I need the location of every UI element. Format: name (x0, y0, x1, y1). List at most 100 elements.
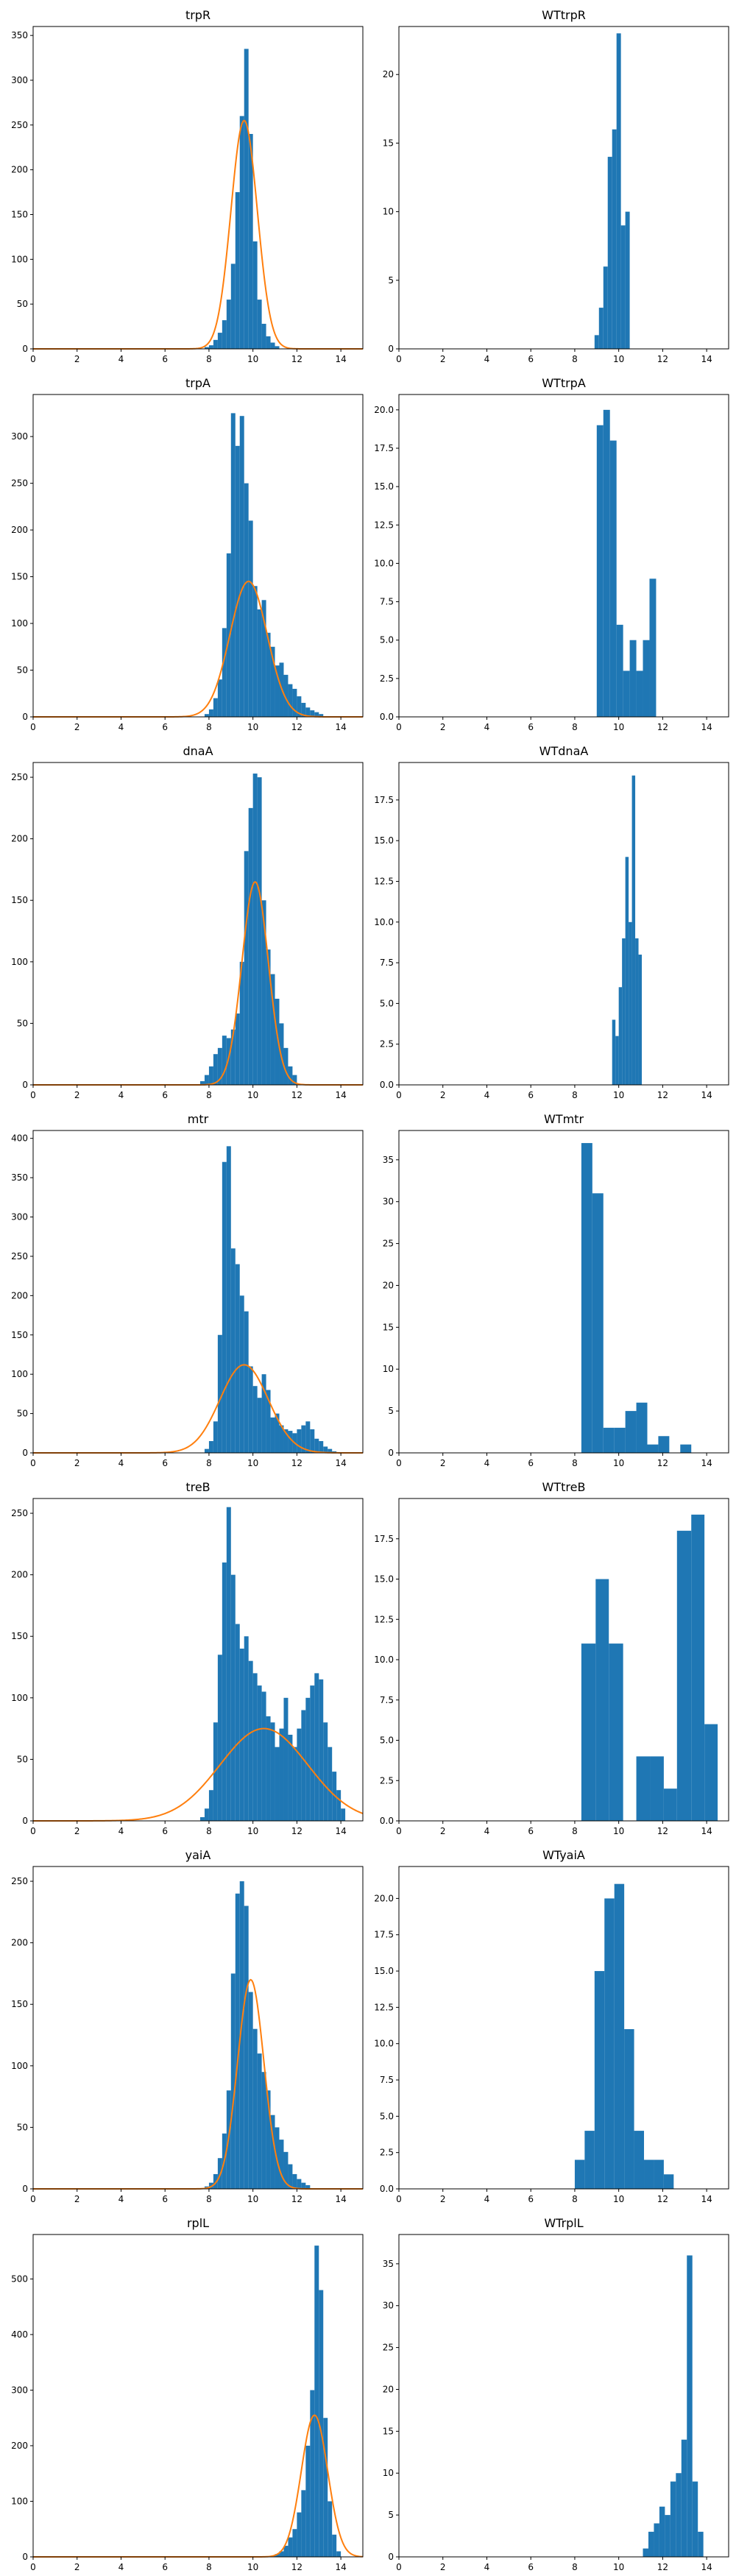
histogram-bar (625, 857, 629, 1085)
histogram-bar (213, 698, 218, 717)
x-tick-label: 14 (335, 2562, 346, 2572)
x-tick-label: 2 (74, 354, 80, 364)
histogram-panel-WTdnaA: WTdnaA 0 2 4 6 8 10 12 14 0.0 2.5 5.0 7.5 10.0 12.5 15.… (374, 744, 729, 1100)
x-tick-label: 12 (291, 2562, 302, 2572)
y-tick-label: 10.0 (374, 558, 394, 568)
histogram-bar (217, 679, 222, 717)
y-tick-label: 15.0 (374, 1966, 394, 1976)
x-tick-label: 0 (30, 2194, 36, 2204)
histogram-bar (279, 2140, 284, 2189)
x-tick-label: 8 (572, 1826, 578, 1836)
histogram-panel-WTtrpA: WTtrpA 0 2 4 6 8 10 12 14 0.0 2.5 5.0 7.5 10.0 12.5 15.… (374, 376, 729, 732)
histogram-bar (239, 1648, 244, 1821)
y-tick-label: 250 (11, 772, 28, 782)
histogram-bar (213, 1421, 218, 1453)
y-tick-label: 300 (11, 431, 28, 442)
histogram-bar (230, 413, 236, 717)
histogram-bar (261, 323, 266, 349)
histogram-bar (297, 1429, 302, 1453)
y-tick-label: 10 (383, 1364, 394, 1374)
y-tick-label: 20.0 (374, 1893, 394, 1903)
histogram-bar (204, 1808, 209, 1821)
x-tick-label: 12 (657, 354, 668, 364)
y-tick-label: 50 (17, 1409, 28, 1419)
x-tick-label: 4 (484, 2194, 490, 2204)
histogram-bar (319, 714, 324, 717)
axes-frame (32, 1866, 364, 2190)
axes-frame (398, 1866, 729, 2190)
histogram-bar (222, 628, 227, 717)
histogram-bar (698, 2531, 704, 2557)
y-tick-label: 7.5 (380, 958, 394, 968)
x-tick-label: 8 (572, 2562, 578, 2572)
histogram-bar (301, 1425, 306, 1453)
x-tick-label: 4 (118, 1458, 124, 1468)
axes-frame (32, 762, 364, 1086)
normal-fit-curve (33, 880, 363, 1086)
histogram-bar (208, 1066, 213, 1085)
histogram-bar (208, 1790, 213, 1821)
histogram-bar (310, 710, 315, 717)
histogram-bar (257, 300, 262, 349)
histogram-bar (635, 938, 639, 1085)
panel-title: rplL (187, 2216, 209, 2230)
histogram-bar (604, 1898, 615, 2189)
histogram-bar (581, 1143, 592, 1453)
histogram-panel-yaiA: yaiA 0 2 4 6 8 10 12 14 0 50 100 150 200 250 (11, 1848, 364, 2204)
histogram-bar (275, 1747, 280, 1821)
y-tick-label: 5 (388, 2510, 394, 2520)
histogram-bar (213, 339, 218, 349)
x-tick-label: 8 (206, 2562, 212, 2572)
x-tick-label: 0 (396, 1090, 402, 1100)
histogram-bar (631, 775, 636, 1085)
histogram-bar (279, 1728, 284, 1821)
histogram-bar (279, 1425, 284, 1453)
histogram-bar (603, 266, 608, 349)
y-tick-label: 15 (383, 138, 394, 148)
histogram-panel-trpR: trpR 0 2 4 6 8 10 12 14 0 50 100 150 200 250 300 350 (11, 8, 364, 364)
x-tick-label: 6 (528, 1826, 534, 1836)
histogram-bar (624, 2028, 634, 2189)
histogram-bar (292, 1075, 297, 1085)
y-tick-label: 0 (22, 1816, 28, 1826)
x-tick-label: 8 (572, 1090, 578, 1100)
histogram-bar (681, 2439, 687, 2557)
y-tick-label: 7.5 (380, 597, 394, 607)
x-tick-label: 12 (657, 2562, 668, 2572)
y-tick-label: 150 (11, 1330, 28, 1340)
x-tick-label: 4 (484, 722, 490, 732)
histogram-bar (643, 640, 650, 717)
x-tick-label: 2 (74, 1458, 80, 1468)
histogram-bar (230, 1574, 236, 1821)
y-tick-label: 20 (383, 69, 394, 79)
histogram-bar (248, 1366, 253, 1453)
histogram-bar (598, 308, 604, 349)
y-tick-label: 7.5 (380, 2075, 394, 2085)
histogram-bar (252, 241, 258, 349)
histogram-bar (244, 1636, 249, 1821)
histogram-bar (222, 1562, 227, 1821)
histogram-bar (288, 1066, 293, 1085)
x-tick-label: 6 (528, 2194, 534, 2204)
panel-title: WTrplL (544, 2216, 583, 2230)
histogram-bar (257, 2053, 262, 2189)
histogram-bar (676, 2473, 682, 2557)
histogram-bar (261, 900, 266, 1085)
x-tick-label: 6 (162, 1458, 168, 1468)
histogram-bar (204, 714, 209, 717)
y-tick-label: 100 (11, 1693, 28, 1703)
y-tick-label: 5 (388, 275, 394, 286)
histogram-bar (650, 1756, 664, 1821)
y-tick-label: 250 (11, 1251, 28, 1262)
histogram-bar (239, 116, 244, 349)
x-tick-label: 6 (528, 722, 534, 732)
histogram-bar (332, 1772, 337, 1821)
x-tick-label: 10 (247, 1458, 258, 1468)
x-tick-label: 10 (247, 1090, 258, 1100)
histogram-bar (614, 1427, 626, 1453)
y-tick-label: 0 (22, 2184, 28, 2194)
histogram-bar (310, 2390, 315, 2557)
y-tick-label: 20 (383, 1280, 394, 1290)
histogram-bar (288, 2164, 293, 2189)
x-tick-label: 2 (440, 722, 446, 732)
